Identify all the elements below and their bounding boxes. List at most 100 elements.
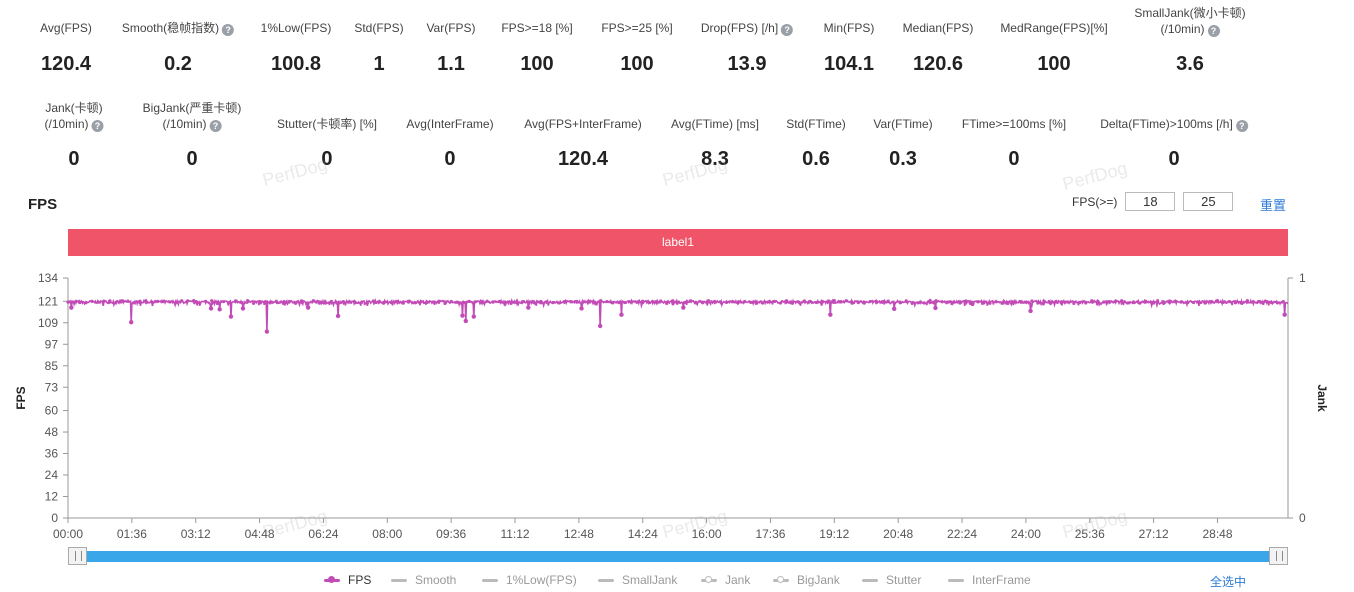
fps-point	[234, 299, 238, 303]
help-icon[interactable]: ?	[1207, 25, 1220, 37]
fps-point	[928, 299, 932, 303]
fps-point	[724, 300, 729, 304]
fps-point	[341, 300, 345, 304]
fps-point	[533, 301, 537, 305]
fps-point	[623, 300, 627, 305]
fps-point	[180, 299, 184, 303]
legend-label: 1%Low(FPS)	[506, 573, 577, 587]
fps-point	[527, 301, 531, 305]
fps-dip-point	[128, 320, 134, 325]
fps-point	[982, 301, 986, 305]
fps-point	[269, 300, 274, 304]
fps-point	[515, 300, 519, 305]
fps-point	[1269, 301, 1273, 305]
fps-point	[1090, 299, 1094, 303]
fps-point	[629, 300, 633, 304]
fps-point	[814, 300, 818, 305]
fps-dip-point	[240, 306, 246, 311]
legend-item-stutter[interactable]: Stutter	[862, 573, 921, 587]
fps-point	[754, 301, 759, 305]
fps-point	[772, 299, 777, 303]
x-tick-label: 09:36	[436, 527, 466, 541]
legend-item-jank[interactable]: Jank	[701, 573, 750, 587]
metric-label: Jank(卡顿)	[45, 101, 103, 115]
fps-point	[1203, 301, 1208, 305]
fps-dip-point	[579, 306, 584, 311]
fps-point	[593, 300, 597, 304]
select-all-button[interactable]: 全选中	[1210, 575, 1247, 589]
help-icon[interactable]: ?	[222, 24, 235, 36]
help-icon[interactable]: ?	[781, 24, 794, 36]
fps-point	[916, 301, 920, 305]
metric-value: 100	[620, 53, 654, 75]
fps-point	[790, 301, 795, 305]
fps-threshold-input-2[interactable]	[1183, 192, 1234, 211]
legend-marker-icon	[598, 578, 614, 582]
fps-point	[72, 300, 76, 304]
fps-dip-point	[69, 305, 74, 310]
fps-point	[461, 300, 465, 304]
fps-point	[431, 300, 435, 304]
label-band[interactable]: label1	[68, 229, 1288, 256]
fps-point	[1275, 301, 1279, 305]
fps-point	[988, 301, 992, 305]
fps-point	[228, 300, 232, 305]
fps-threshold-label: FPS(>=)	[1072, 194, 1118, 209]
fps-point	[1167, 299, 1172, 303]
fps-point	[712, 299, 717, 304]
fps-point	[599, 299, 603, 303]
fps-point	[246, 299, 250, 303]
fps-chart[interactable]: 0 12 24 36 48 60 73 85 97 109 121 134 0 1 00:00 01:36 03…	[0, 262, 1354, 544]
metric-smalljank-label: SmallJank(微小卡顿)	[1134, 6, 1246, 20]
metric-item: Var(FTime) 0.3	[873, 100, 933, 170]
fps-point	[186, 299, 190, 303]
legend-item-smooth[interactable]: Smooth	[391, 573, 456, 587]
fps-point	[641, 299, 645, 303]
metric-unit: Stutter(卡顿率) [%]	[276, 117, 378, 131]
metric-label: 1%Low(FPS)	[260, 21, 332, 35]
fps-point	[617, 300, 621, 305]
help-icon[interactable]: ?	[91, 120, 104, 132]
metric-label: Min(FPS)	[823, 21, 875, 35]
metric-value: 100	[1037, 53, 1071, 75]
fps-point	[856, 300, 860, 305]
fps-dip-point	[217, 307, 222, 312]
fps-point	[940, 300, 944, 304]
legend-item-1-low-fps-[interactable]: 1%Low(FPS)	[482, 573, 577, 587]
help-icon[interactable]: ?	[209, 120, 222, 132]
fps-point	[299, 299, 304, 303]
x-tick-label: 06:24	[308, 527, 338, 541]
legend-item-bigjank[interactable]: BigJank	[773, 573, 840, 587]
fps-point	[1209, 299, 1214, 304]
x-tick-label: 25:36	[1075, 527, 1105, 541]
fps-point	[952, 300, 956, 304]
fps-point	[102, 299, 106, 303]
legend-item-fps[interactable]: FPS	[324, 573, 371, 587]
fps-threshold-input-1[interactable]	[1125, 192, 1176, 211]
fps-point	[263, 301, 268, 305]
zoom-slider-left-handle[interactable]	[68, 547, 87, 565]
fps-point	[946, 300, 950, 304]
metric-label: Var(FPS)	[426, 21, 476, 35]
metric-unit: Var(FTime)	[873, 117, 933, 131]
fps-point	[886, 299, 890, 303]
fps-point	[509, 301, 513, 306]
reset-button[interactable]: 重置	[1260, 198, 1287, 213]
zoom-slider-right-handle[interactable]	[1269, 547, 1288, 565]
metric-label: Drop(FPS) [/h]?	[701, 20, 794, 36]
fps-point	[689, 299, 693, 303]
help-icon[interactable]: ?	[1235, 120, 1248, 132]
legend-item-interframe[interactable]: InterFrame	[948, 573, 1031, 587]
fps-point	[1108, 300, 1112, 304]
fps-point	[904, 299, 908, 303]
fps-point	[347, 300, 351, 304]
fps-point	[66, 300, 70, 304]
fps-point	[1138, 301, 1142, 305]
metric-unit: FTime>=100ms [%]	[961, 117, 1067, 131]
zoom-slider-track[interactable]	[78, 551, 1278, 562]
fps-point	[844, 299, 848, 303]
zoom-slider[interactable]	[68, 547, 1288, 565]
legend-item-smalljank[interactable]: SmallJank	[598, 573, 677, 587]
y-tick-label: 97	[45, 337, 59, 351]
legend-marker-icon	[482, 578, 498, 582]
